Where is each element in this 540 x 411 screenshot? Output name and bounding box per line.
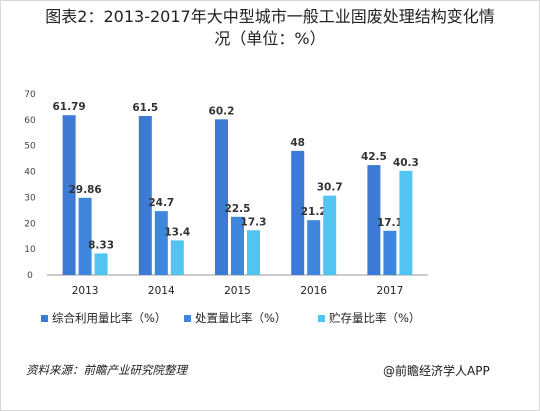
y-tick-label: 20 bbox=[24, 219, 36, 229]
data-label: 17.3 bbox=[241, 216, 267, 228]
x-tick-label: 2015 bbox=[224, 285, 251, 297]
x-tick-label: 2017 bbox=[377, 285, 404, 297]
x-tick-label: 2016 bbox=[300, 285, 327, 297]
title-line-2: 况（单位：%） bbox=[214, 29, 326, 48]
y-tick-label: 30 bbox=[24, 193, 36, 203]
chart-title: 图表2：2013-2017年大中型城市一般工业固废处理结构变化情 况（单位：%） bbox=[20, 6, 520, 50]
bar bbox=[323, 195, 337, 275]
brand-credit: @前瞻经济学人APP bbox=[383, 364, 490, 378]
data-label: 61.79 bbox=[52, 101, 85, 113]
data-label: 48 bbox=[290, 137, 305, 149]
title-line-1: 图表2：2013-2017年大中型城市一般工业固废处理结构变化情 bbox=[45, 7, 495, 26]
bar bbox=[62, 115, 76, 275]
data-label: 22.5 bbox=[225, 203, 251, 215]
legend-swatch bbox=[184, 315, 191, 322]
y-tick-label: 40 bbox=[24, 168, 36, 178]
y-tick-label: 70 bbox=[24, 90, 36, 100]
data-label: 21.2 bbox=[301, 206, 327, 218]
source-note: 资料来源：前瞻产业研究院整理 bbox=[26, 363, 187, 377]
x-tick-label: 2014 bbox=[148, 285, 175, 297]
y-tick-label: 50 bbox=[24, 142, 36, 152]
data-label: 61.5 bbox=[132, 102, 158, 114]
data-label: 40.3 bbox=[393, 157, 419, 169]
bar bbox=[154, 211, 168, 275]
bar bbox=[138, 115, 152, 275]
bar bbox=[78, 197, 92, 275]
bar bbox=[215, 119, 228, 275]
data-label: 30.7 bbox=[317, 182, 343, 194]
y-tick-label: 60 bbox=[24, 116, 36, 126]
legend-label: 处置量比率（%） bbox=[195, 311, 286, 325]
data-label: 29.86 bbox=[68, 184, 101, 196]
legend-label: 综合利用量比率（%） bbox=[52, 311, 166, 325]
bar bbox=[94, 253, 108, 275]
bar bbox=[383, 230, 397, 275]
y-tick-label: 0 bbox=[27, 271, 33, 281]
data-label: 42.5 bbox=[361, 151, 387, 163]
bar bbox=[291, 150, 305, 275]
y-tick-label: 10 bbox=[24, 245, 36, 255]
data-label: 8.33 bbox=[88, 239, 114, 251]
data-label: 60.2 bbox=[209, 105, 235, 117]
legend-label: 贮存量比率（%） bbox=[329, 311, 420, 325]
legend-swatch bbox=[41, 315, 48, 322]
data-label: 13.4 bbox=[164, 226, 190, 238]
bar bbox=[307, 220, 321, 275]
bar bbox=[170, 240, 184, 275]
bar bbox=[231, 216, 244, 275]
bar bbox=[367, 165, 381, 275]
x-tick-label: 2013 bbox=[72, 285, 99, 297]
bar bbox=[399, 170, 413, 275]
data-label: 24.7 bbox=[148, 197, 174, 209]
legend-swatch bbox=[318, 315, 325, 322]
bar bbox=[247, 230, 260, 275]
data-label: 17.1 bbox=[377, 217, 403, 229]
